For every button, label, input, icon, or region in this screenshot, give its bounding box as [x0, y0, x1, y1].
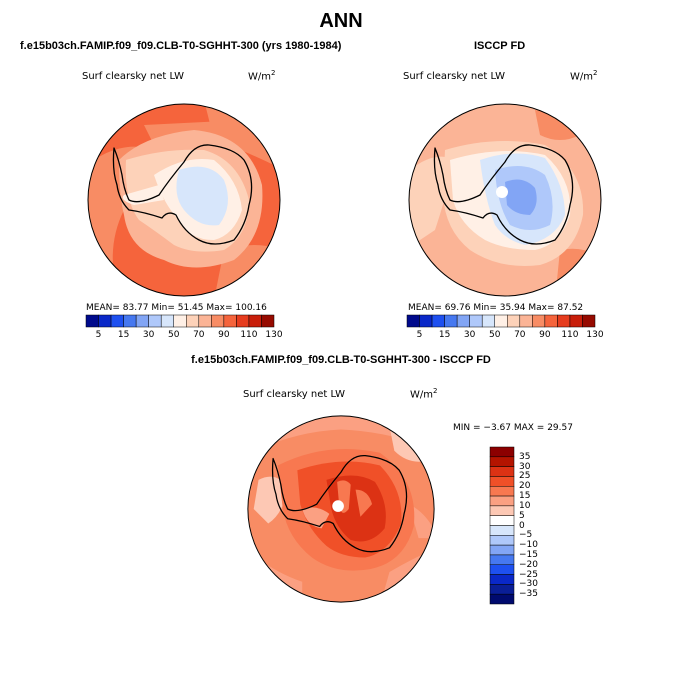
colorbar-tick-label: −5 [519, 530, 533, 541]
colorbar-swatch [489, 476, 515, 487]
colorbar-swatch [248, 314, 262, 328]
colorbar-swatch [489, 544, 515, 556]
panel2-subtitle: ISCCP FD [474, 40, 526, 52]
colorbar-swatch [489, 574, 515, 585]
colorbar-swatch [532, 314, 546, 328]
colorbar-swatch [507, 314, 521, 328]
colorbar-swatch [489, 486, 515, 497]
colorbar-tick-label: 5 [519, 510, 525, 521]
panel1-polar-map [87, 103, 281, 297]
colorbar-swatch [489, 564, 515, 575]
main-title: ANN [319, 10, 363, 32]
colorbar-swatch [123, 314, 137, 328]
colorbar-swatch [469, 314, 483, 328]
colorbar-swatch [481, 314, 495, 328]
colorbar-tick-label: 50 [488, 330, 501, 340]
colorbar-swatch [489, 446, 515, 458]
colorbar-tick-label: 5 [416, 330, 423, 340]
colorbar-tick-label: −20 [519, 559, 538, 570]
colorbar-swatch [544, 314, 558, 328]
colorbar-swatch [569, 314, 583, 328]
colorbar-swatch [419, 314, 433, 328]
colorbar-swatch [135, 314, 149, 328]
panel2-polar-map [408, 103, 602, 297]
colorbar-tick-label: 30 [142, 330, 155, 340]
colorbar-tick-label: 15 [438, 330, 451, 340]
colorbar-swatch [186, 314, 200, 328]
colorbar-swatch [198, 314, 212, 328]
colorbar-swatch [223, 314, 237, 328]
difference-colorbar [489, 446, 515, 605]
difference-stats: MIN = −3.67 MAX = 29.57 [453, 423, 573, 433]
colorbar-swatch [211, 314, 225, 328]
panel1-stats: MEAN= 83.77 Min= 51.45 Max= 100.16 [86, 303, 267, 313]
colorbar-tick-label: 30 [463, 330, 476, 340]
colorbar-tick-label: 90 [218, 330, 230, 340]
difference-units: W/m2 [410, 387, 438, 401]
panel1-variable-label: Surf clearsky net LW [82, 71, 185, 82]
colorbar-swatch [110, 314, 124, 328]
panel2-colorbar-ticks: 5 15 30 50 70 90 110 130 [407, 330, 604, 342]
panel1-subtitle: f.e15b03ch.FAMIP.f09_f09.CLB-T0-SGHHT-30… [20, 40, 342, 52]
colorbar-tick-label: 20 [519, 481, 531, 492]
colorbar-tick-label: 70 [193, 330, 205, 340]
difference-variable-label: Surf clearsky net LW [243, 389, 346, 400]
colorbar-tick-label: 5 [95, 330, 102, 340]
colorbar-tick-label: 50 [167, 330, 180, 340]
colorbar-swatch [489, 593, 515, 605]
colorbar-tick-label: 30 [519, 461, 531, 472]
colorbar-swatch [406, 314, 420, 328]
colorbar-tick-label: 15 [519, 491, 531, 502]
colorbar-tick-label: 70 [514, 330, 526, 340]
colorbar-swatch [261, 314, 275, 328]
colorbar-tick-label: 0 [519, 520, 525, 531]
colorbar-swatch [160, 314, 174, 328]
colorbar-swatch [489, 535, 515, 546]
colorbar-swatch [236, 314, 250, 328]
colorbar-swatch [582, 314, 596, 328]
colorbar-swatch [557, 314, 571, 328]
panel1-units: W/m2 [248, 69, 276, 83]
colorbar-swatch [173, 314, 187, 328]
difference-colorbar-labels: 35 30 25 20 15 10 5 0 −5 −10 −15 −20 −25 −30 −35 [519, 447, 559, 604]
colorbar-swatch [489, 554, 515, 565]
colorbar-swatch [489, 515, 515, 526]
colorbar-tick-label: 10 [519, 500, 531, 511]
panel2-colorbar [406, 314, 596, 328]
panel2-stats: MEAN= 69.76 Min= 35.94 Max= 87.52 [408, 303, 584, 313]
colorbar-swatch [489, 505, 515, 516]
panel2-units: W/m2 [570, 69, 598, 83]
colorbar-tick-label: −10 [519, 540, 538, 551]
colorbar-tick-label: 130 [586, 330, 604, 340]
panel1-colorbar-ticks: 5 15 30 50 70 90 110 130 [86, 330, 283, 342]
panel1-colorbar [85, 314, 275, 328]
colorbar-tick-label: 25 [519, 471, 531, 482]
colorbar-tick-label: −30 [519, 579, 538, 590]
colorbar-swatch [519, 314, 533, 328]
colorbar-tick-label: −35 [519, 589, 538, 600]
colorbar-tick-label: 110 [240, 330, 258, 340]
colorbar-swatch [85, 314, 99, 328]
colorbar-tick-label: 130 [265, 330, 283, 340]
colorbar-swatch [444, 314, 458, 328]
colorbar-tick-label: 90 [539, 330, 551, 340]
colorbar-swatch [456, 314, 470, 328]
colorbar-tick-label: 110 [561, 330, 579, 340]
colorbar-tick-label: −15 [519, 549, 538, 560]
colorbar-swatch [489, 525, 515, 536]
colorbar-tick-label: −25 [519, 569, 538, 580]
colorbar-swatch [98, 314, 112, 328]
colorbar-swatch [148, 314, 162, 328]
colorbar-swatch [489, 495, 515, 507]
colorbar-swatch [489, 466, 515, 477]
colorbar-swatch [489, 456, 515, 467]
difference-subtitle: f.e15b03ch.FAMIP.f09_f09.CLB-T0-SGHHT-30… [191, 354, 491, 366]
colorbar-swatch [494, 314, 508, 328]
colorbar-tick-label: 35 [519, 451, 531, 462]
colorbar-swatch [431, 314, 445, 328]
colorbar-swatch [489, 584, 515, 595]
colorbar-tick-label: 15 [117, 330, 130, 340]
panel2-variable-label: Surf clearsky net LW [403, 71, 506, 82]
difference-polar-map [247, 415, 435, 603]
